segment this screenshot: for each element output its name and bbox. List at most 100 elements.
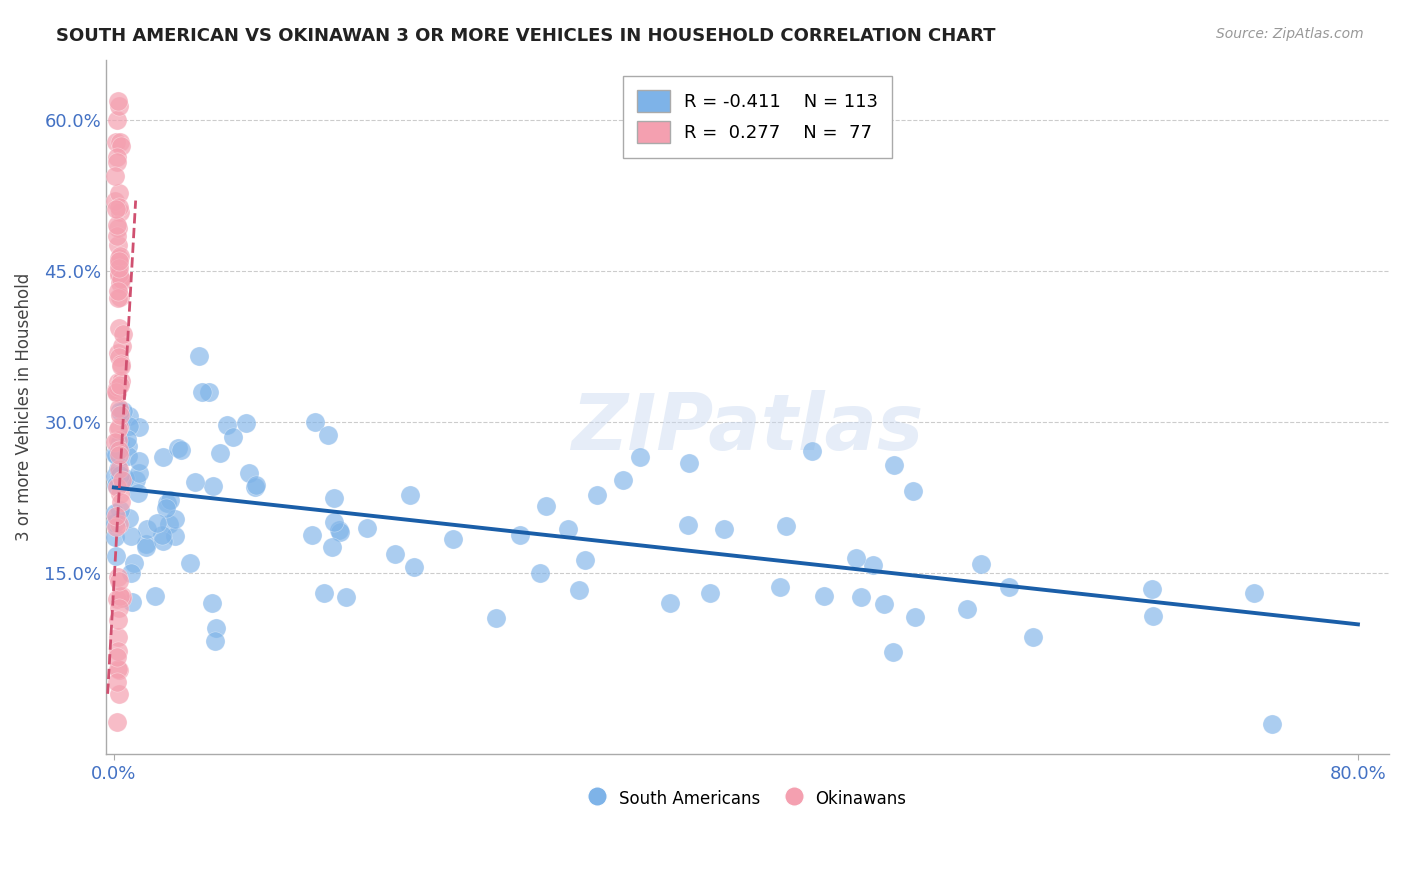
Point: [105, 592, 128, 607]
Point: [1142, 609, 1164, 624]
Point: [201, 596, 224, 610]
Point: [998, 580, 1021, 594]
Point: [107, 375, 129, 389]
Point: [567, 583, 589, 598]
Point: [107, 237, 129, 252]
Point: [143, 589, 166, 603]
Point: [678, 456, 700, 470]
Point: [969, 557, 991, 571]
Point: [107, 291, 129, 305]
Point: [1140, 582, 1163, 596]
Point: [198, 385, 221, 400]
Point: [713, 522, 735, 536]
Point: [107, 462, 129, 476]
Point: [120, 529, 142, 543]
Point: [108, 321, 131, 335]
Point: [509, 528, 531, 542]
Point: [159, 493, 181, 508]
Point: [115, 433, 138, 447]
Point: [128, 420, 150, 434]
Point: [104, 202, 127, 216]
Y-axis label: 3 or more Vehicles in Household: 3 or more Vehicles in Household: [15, 273, 32, 541]
Point: [110, 375, 132, 389]
Point: [111, 327, 134, 342]
Point: [105, 715, 128, 730]
Point: [157, 517, 180, 532]
Point: [152, 534, 174, 549]
Point: [111, 589, 134, 603]
Point: [204, 633, 226, 648]
Point: [114, 471, 136, 485]
Point: [166, 441, 188, 455]
Point: [108, 378, 131, 392]
Point: [699, 586, 721, 600]
Point: [356, 521, 378, 535]
Point: [335, 591, 357, 605]
Point: [557, 522, 579, 536]
Point: [183, 475, 205, 490]
Point: [107, 631, 129, 645]
Point: [104, 469, 127, 483]
Point: [146, 516, 169, 531]
Point: [628, 450, 651, 464]
Point: [155, 501, 177, 516]
Point: [108, 267, 131, 281]
Point: [107, 346, 129, 360]
Point: [105, 519, 128, 533]
Point: [813, 589, 835, 603]
Point: [301, 528, 323, 542]
Point: [529, 566, 551, 580]
Point: [304, 415, 326, 429]
Point: [316, 428, 339, 442]
Point: [107, 284, 129, 298]
Point: [107, 434, 129, 448]
Text: SOUTH AMERICAN VS OKINAWAN 3 OR MORE VEHICLES IN HOUSEHOLD CORRELATION CHART: SOUTH AMERICAN VS OKINAWAN 3 OR MORE VEH…: [56, 27, 995, 45]
Point: [104, 509, 127, 524]
Point: [108, 249, 131, 263]
Point: [107, 613, 129, 627]
Point: [245, 477, 267, 491]
Point: [118, 418, 141, 433]
Point: [107, 95, 129, 109]
Point: [111, 404, 134, 418]
Point: [105, 477, 128, 491]
Point: [105, 155, 128, 169]
Point: [118, 510, 141, 524]
Point: [105, 150, 128, 164]
Point: [105, 386, 128, 401]
Point: [485, 611, 508, 625]
Point: [107, 443, 129, 458]
Point: [111, 473, 134, 487]
Point: [105, 136, 128, 150]
Point: [904, 609, 927, 624]
Point: [110, 271, 132, 285]
Point: [107, 380, 129, 394]
Point: [105, 112, 128, 127]
Point: [105, 385, 128, 400]
Point: [328, 523, 350, 537]
Point: [1022, 630, 1045, 644]
Point: [956, 601, 979, 615]
Point: [105, 675, 128, 690]
Text: Source: ZipAtlas.com: Source: ZipAtlas.com: [1216, 27, 1364, 41]
Point: [110, 138, 132, 153]
Point: [901, 483, 924, 498]
Text: ZIPatlas: ZIPatlas: [571, 390, 924, 466]
Point: [111, 591, 134, 606]
Point: [404, 560, 426, 574]
Point: [110, 273, 132, 287]
Point: [135, 537, 157, 551]
Point: [104, 506, 127, 520]
Point: [108, 516, 131, 531]
Point: [117, 449, 139, 463]
Point: [124, 473, 146, 487]
Point: [107, 221, 129, 235]
Point: [845, 551, 868, 566]
Point: [108, 589, 131, 603]
Point: [104, 194, 127, 208]
Point: [235, 417, 257, 431]
Point: [150, 528, 173, 542]
Point: [121, 595, 143, 609]
Point: [179, 556, 201, 570]
Point: [156, 495, 179, 509]
